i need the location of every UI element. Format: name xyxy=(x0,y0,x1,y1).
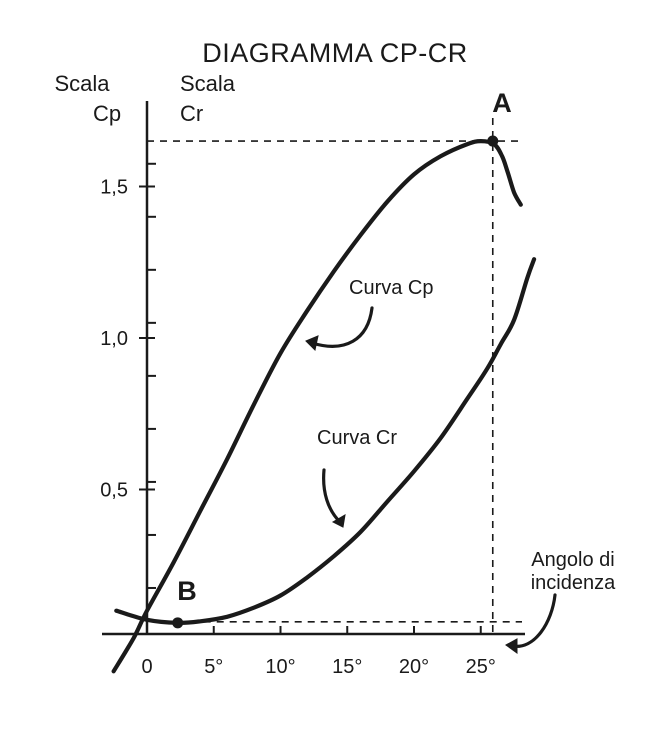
curve-cp-line xyxy=(111,139,523,674)
x-tick-label: 15° xyxy=(332,656,362,678)
x-tick-label: 5° xyxy=(204,656,223,678)
point-b-marker xyxy=(172,617,184,629)
curves xyxy=(111,135,557,674)
curve-cr-line xyxy=(114,257,537,625)
curva-cp-label: Curva Cp xyxy=(349,277,433,299)
y2-scale-label-line-1: Scala xyxy=(180,71,236,96)
x-tick-label: 20° xyxy=(399,656,429,678)
labels: 0 5° 10° 15° 20° 25° 0,5 1,0 1,5 DIAGRAMMA CP-CR S… xyxy=(54,38,616,678)
curva-cp-arrow xyxy=(305,306,374,352)
chart-title: DIAGRAMMA CP-CR xyxy=(202,38,468,68)
axes xyxy=(102,101,525,636)
y-tick-label: 1,0 xyxy=(100,328,128,350)
point-a-label: A xyxy=(492,88,512,118)
x-tick-label: 10° xyxy=(265,656,295,678)
y-scale-label-line-2: Cp xyxy=(93,101,121,126)
y-tick-label: 0,5 xyxy=(100,480,128,502)
dashed-guides xyxy=(147,118,522,634)
x-tick-label: 25° xyxy=(466,656,496,678)
angolo-di-incidenza-line-1: Angolo di xyxy=(531,549,614,571)
curva-cr-label: Curva Cr xyxy=(317,427,397,449)
y-tick-label: 1,5 xyxy=(100,177,128,199)
y2-scale-label-line-2: Cr xyxy=(180,101,203,126)
curva-cr-arrow xyxy=(322,468,346,528)
angolo-di-incidenza-line-2: incidenza xyxy=(531,572,616,594)
x-tick-label: 0 xyxy=(141,656,152,678)
angolo-di-incidenza-arrow xyxy=(505,593,557,654)
point-b-label: B xyxy=(177,576,197,606)
point-a-marker xyxy=(487,135,499,147)
y-scale-label-line-1: Scala xyxy=(54,71,110,96)
